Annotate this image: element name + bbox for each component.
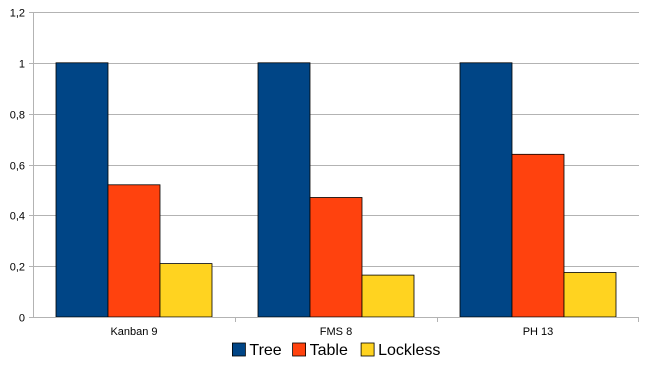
x-tick-label: PH 13 <box>523 326 554 338</box>
y-tick-label: 0,2 <box>10 262 25 274</box>
y-axis-ticks: 0 0,2 0,4 0,6 0,8 1 1,2 <box>10 8 33 325</box>
y-tick-label: 1 <box>19 59 25 71</box>
y-tick-label: 0 <box>19 313 25 325</box>
axes <box>33 12 639 322</box>
bar-lockless-0 <box>159 263 213 318</box>
legend-label-tree: Tree <box>249 342 281 359</box>
y-tick-label: 0,8 <box>10 110 25 122</box>
legend-label-lockless: Lockless <box>378 342 440 359</box>
legend-swatch-table <box>292 342 307 357</box>
bar-tree-0 <box>55 62 109 318</box>
bars <box>55 62 617 318</box>
y-tick-label: 0,4 <box>10 211 25 223</box>
bar-table-0 <box>107 184 161 318</box>
bar-table-2 <box>511 153 565 318</box>
x-axis-ticks: Kanban 9 FMS 8 PH 13 <box>110 317 553 338</box>
x-tick-label: Kanban 9 <box>110 326 157 338</box>
bar-lockless-1 <box>361 274 415 318</box>
bar-tree-2 <box>459 62 513 318</box>
y-tick-label: 0,6 <box>10 161 25 173</box>
legend: Tree Table Lockless <box>231 342 440 359</box>
x-tick-label: FMS 8 <box>320 326 352 338</box>
y-tick-label: 1,2 <box>10 8 25 20</box>
bar-table-1 <box>309 197 363 318</box>
legend-label-table: Table <box>310 342 348 359</box>
legend-swatch-lockless <box>360 342 375 357</box>
bar-tree-1 <box>257 62 311 318</box>
legend-swatch-tree <box>231 342 246 357</box>
bar-lockless-2 <box>563 272 617 318</box>
